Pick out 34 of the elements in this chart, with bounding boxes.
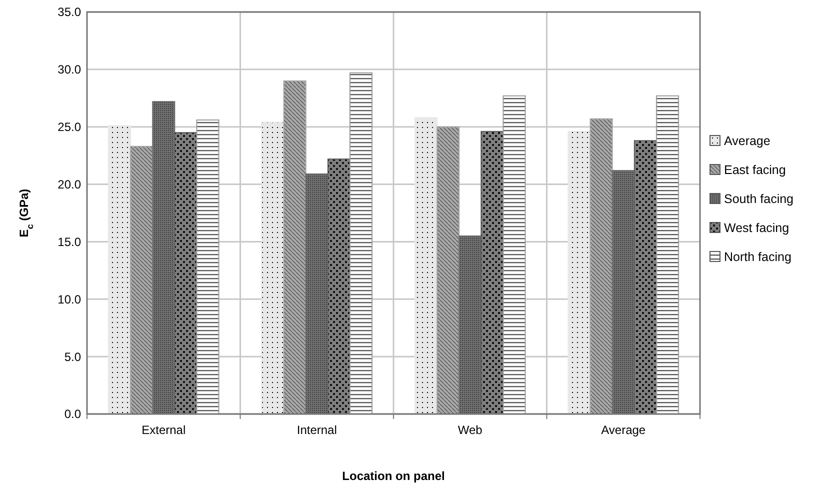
x-tick-label: Web bbox=[458, 423, 483, 437]
bar bbox=[130, 146, 154, 414]
bar bbox=[261, 122, 284, 414]
y-tick-label: 15.0 bbox=[58, 234, 82, 249]
legend-label: East facing bbox=[724, 162, 786, 177]
legend-label: West facing bbox=[724, 220, 790, 235]
bar bbox=[436, 126, 460, 414]
legend-label: Average bbox=[724, 134, 770, 148]
bar bbox=[656, 95, 680, 414]
bar bbox=[349, 72, 373, 414]
y-tick-label: 20.0 bbox=[58, 177, 82, 192]
x-axis-title: Location on panel bbox=[342, 469, 445, 483]
bar bbox=[414, 117, 438, 414]
y-tick-label: 10.0 bbox=[58, 292, 82, 306]
bar bbox=[502, 95, 526, 414]
bar bbox=[590, 118, 613, 414]
bar bbox=[174, 132, 198, 414]
y-tick-label: 5.0 bbox=[64, 350, 82, 364]
bar bbox=[283, 80, 306, 414]
bar bbox=[480, 130, 504, 414]
bar bbox=[108, 125, 132, 414]
y-tick-label: 25.0 bbox=[58, 120, 82, 134]
y-tick-label: 30.0 bbox=[58, 62, 82, 77]
y-tick-label: 0.0 bbox=[64, 407, 82, 422]
x-tick-label: External bbox=[142, 423, 186, 437]
x-tick-label: Internal bbox=[296, 423, 337, 437]
x-tick-label: Average bbox=[601, 423, 646, 437]
bar bbox=[196, 119, 220, 414]
y-tick-label: 35.0 bbox=[58, 5, 82, 20]
bar bbox=[327, 158, 350, 414]
bar bbox=[634, 140, 657, 414]
bar bbox=[568, 130, 591, 414]
legend-label: South facing bbox=[724, 192, 794, 206]
legend-label: North facing bbox=[724, 250, 792, 264]
